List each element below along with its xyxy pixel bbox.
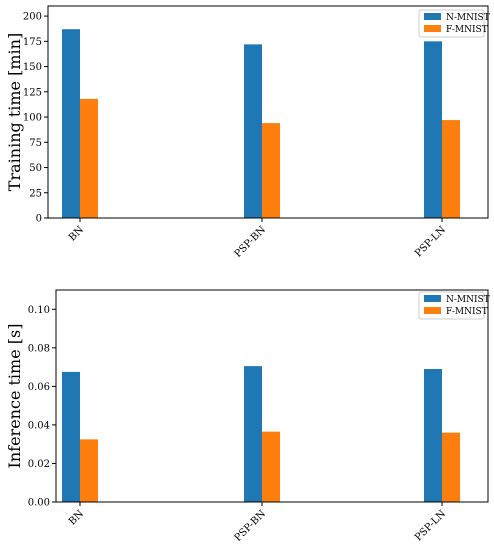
inference-time-ytick-label: 0.06 [28,382,50,393]
training-time-ytick-label: 25 [29,188,42,199]
training-time-ylabel: Training time [min] [5,33,24,191]
inference-time-ytick-label: 0.02 [28,459,50,470]
inference-time-legend-swatch-n-mnist [424,295,441,302]
training-time-xtick-label: PSP-LN [413,224,448,259]
training-time-bar-bn-n-mnist [62,29,80,218]
training-time-chart: 0 25 50 75 100 125 150 175 200 BN PSP-BN PSP-LN Tra… [5,5,490,260]
inference-time-chart: 0.00 0.02 0.04 0.06 0.08 0.10 BN PSP-BN PSP-LN I… [5,289,490,544]
training-time-xtick-label: PSP-BN [233,224,269,260]
inference-time-bar-psp-bn-f-mnist [262,431,280,502]
inference-time-xtick-label: PSP-LN [413,508,448,543]
training-time-ytick-label: 50 [29,163,42,174]
inference-time-ytick-label: 0.10 [28,305,50,316]
inference-time-legend-swatch-f-mnist [424,307,441,314]
inference-time-bar-psp-ln-f-mnist [442,432,460,502]
inference-time-bar-psp-bn-n-mnist [244,366,262,502]
training-time-ytick-label: 100 [23,113,42,124]
training-time-xtick-label: BN [67,224,86,243]
inference-time-bar-bn-f-mnist [80,439,98,502]
training-time-bar-psp-ln-n-mnist [424,41,442,219]
inference-time-ytick-label: 0.08 [28,343,50,354]
training-time-ytick-label: 125 [23,87,42,98]
training-time-legend-label-f-mnist: F-MNIST [446,25,488,35]
training-time-bar-bn-f-mnist [80,98,98,218]
training-time-plot-area: 0 25 50 75 100 125 150 175 200 BN PSP-BN PSP-LN [23,12,460,260]
training-time-legend-swatch-n-mnist [424,13,441,20]
inference-time-ytick-label: 0.00 [28,498,50,509]
training-time-ytick-label: 0 [36,214,42,225]
training-time-legend-label-n-mnist: N-MNIST [446,13,490,23]
inference-time-legend: N-MNIST F-MNIST [418,291,490,320]
inference-time-ytick-label: 0.04 [28,420,50,431]
inference-time-bar-psp-ln-n-mnist [424,369,442,502]
training-time-legend: N-MNIST F-MNIST [418,9,490,38]
inference-time-plot-area: 0.00 0.02 0.04 0.06 0.08 0.10 BN PSP-BN PSP-LN [28,305,460,544]
inference-time-legend-label-f-mnist: F-MNIST [446,307,488,317]
inference-time-legend-label-n-mnist: N-MNIST [446,295,490,305]
inference-time-plot-frame [55,289,489,503]
training-time-ytick-label: 150 [23,62,42,73]
training-time-ytick-label: 75 [29,138,42,149]
training-time-plot-frame [47,5,489,219]
training-time-legend-swatch-f-mnist [424,25,441,32]
training-time-bar-psp-bn-f-mnist [262,123,280,218]
inference-time-xtick-label: BN [67,508,86,527]
training-time-ytick-label: 175 [23,37,42,48]
training-time-bar-psp-bn-n-mnist [244,44,262,218]
inference-time-xtick-label: PSP-BN [233,508,269,544]
inference-time-bar-bn-n-mnist [62,371,80,502]
inference-time-ylabel: Inference time [s] [5,324,24,469]
training-time-bar-psp-ln-f-mnist [442,120,460,218]
training-time-ytick-label: 200 [23,12,42,23]
